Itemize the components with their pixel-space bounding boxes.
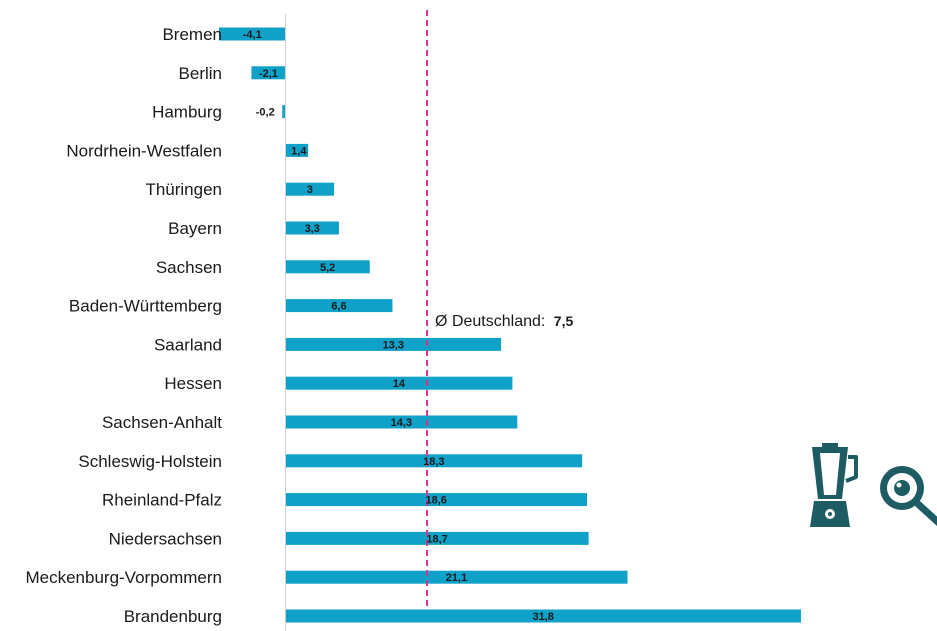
value-label-schleswig-holstein: 18,3 (423, 456, 444, 468)
bar-sachsen (285, 260, 370, 274)
category-label-sachsen-anhalt: Sachsen-Anhalt (102, 413, 222, 432)
category-label-sachsen: Sachsen (156, 258, 222, 277)
value-label-saarland: 13,3 (383, 339, 404, 351)
category-label-brandenburg: Brandenburg (124, 607, 222, 626)
bar-nordrhein-westfalen (285, 143, 309, 157)
category-label-hessen: Hessen (164, 374, 222, 393)
category-label-thuringen: Thüringen (145, 180, 222, 199)
average-reference-text: Ø Deutschland: (435, 313, 545, 330)
category-label-hamburg: Hamburg (152, 103, 222, 122)
bar-meckenburg-vorpommern (285, 570, 628, 584)
category-label-bayern: Bayern (168, 219, 222, 238)
bar-berlin (251, 66, 286, 80)
category-label-niedersachsen: Niedersachsen (109, 529, 222, 548)
value-label-rheinland-pfalz: 18,6 (426, 495, 447, 507)
category-label-berlin: Berlin (179, 64, 222, 83)
category-label-bremen: Bremen (162, 25, 222, 44)
value-label-berlin: -2,1 (259, 68, 278, 80)
bar-schleswig-holstein (285, 454, 583, 468)
value-label-meckenburg-vorpommern: 21,1 (446, 572, 467, 584)
blender-icon (810, 443, 858, 527)
category-label-rheinland-pfalz: Rheinland-Pfalz (102, 491, 222, 510)
value-label-niedersachsen: 18,7 (426, 533, 447, 545)
bar-sachsen-anhalt (285, 415, 518, 429)
category-label-meckenburg-vorpommern: Meckenburg-Vorpommern (25, 568, 222, 587)
value-label-baden-wurttemberg: 6,6 (331, 301, 346, 313)
bars-group (219, 27, 801, 623)
frying-pan-egg-icon (880, 466, 937, 527)
bar-bremen (219, 27, 286, 41)
value-label-brandenburg: 31,8 (533, 611, 554, 623)
bar-hamburg (282, 105, 286, 119)
bar-saarland (285, 337, 502, 351)
bar-niedersachsen (285, 531, 589, 545)
bar-bayern (285, 221, 339, 235)
value-label-bremen: -4,1 (243, 29, 262, 41)
category-label-saarland: Saarland (154, 335, 222, 354)
bar-thuringen (285, 182, 335, 196)
bar-hessen (285, 376, 513, 390)
average-reference-value: 7,5 (554, 313, 574, 329)
value-label-nordrhein-westfalen: 1,4 (291, 145, 307, 157)
value-label-hamburg: -0,2 (256, 107, 275, 119)
value-label-thuringen: 3 (307, 184, 313, 196)
value-label-sachsen-anhalt: 14,3 (391, 417, 412, 429)
category-label-schleswig-holstein: Schleswig-Holstein (78, 452, 222, 471)
category-label-baden-wurttemberg: Baden-Württemberg (69, 297, 222, 316)
bar-brandenburg (285, 609, 801, 623)
value-label-hessen: 14 (393, 378, 406, 390)
average-reference-label: Ø Deutschland: 7,5 (435, 313, 573, 330)
value-label-sachsen: 5,2 (320, 262, 335, 274)
bar-rheinland-pfalz (285, 493, 588, 507)
category-label-nordrhein-westfalen: Nordrhein-Westfalen (66, 141, 222, 160)
bar-baden-wurttemberg (285, 299, 393, 313)
labels-group: Bremen -4,1 Berlin -2,1 Hamburg -0,2 Nordrhein… (25, 25, 553, 626)
value-label-bayern: 3,3 (305, 223, 320, 235)
